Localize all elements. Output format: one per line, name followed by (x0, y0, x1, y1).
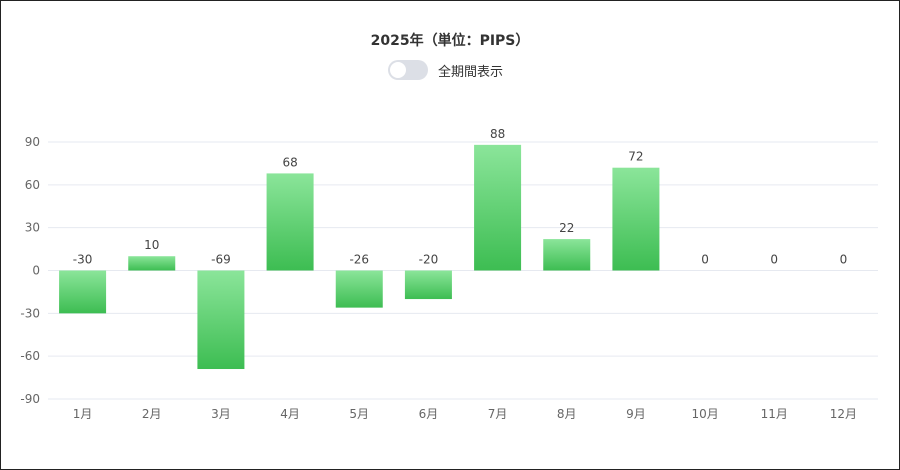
data-label: -30 (73, 253, 93, 267)
x-tick-label: 4月 (280, 407, 300, 421)
data-label: 68 (282, 155, 297, 169)
toggle-knob (390, 62, 406, 78)
bar-7[interactable] (474, 144, 522, 271)
grid-lines (48, 141, 878, 400)
x-tick-label: 5月 (349, 407, 369, 421)
y-tick-label: 30 (25, 221, 40, 235)
x-tick-label: 8月 (557, 407, 577, 421)
bar-4[interactable] (266, 173, 314, 271)
bar-6[interactable] (404, 270, 452, 300)
data-label: -20 (419, 253, 439, 267)
x-tick-label: 10月 (691, 407, 718, 421)
y-tick-label: -90 (20, 392, 40, 406)
data-label: 0 (701, 253, 709, 267)
x-tick-label: 3月 (211, 407, 231, 421)
chart-title: 2025年（単位：PIPS） (370, 33, 530, 49)
data-label: 22 (559, 221, 574, 235)
x-tick-label: 9月 (626, 407, 646, 421)
x-axis-ticks: 1月 2月 3月 4月 5月 6月 7月 8月 9月 10月 11月 12月 (73, 407, 857, 421)
bar-5[interactable] (335, 270, 383, 308)
bar-8[interactable] (543, 239, 591, 271)
period-toggle-row: 全期間表示 (388, 59, 503, 81)
y-tick-label: -30 (20, 306, 40, 320)
bar-3[interactable] (197, 270, 245, 370)
x-tick-label: 6月 (419, 407, 439, 421)
y-axis-ticks: 90 60 30 0 -30 -60 -90 (20, 135, 40, 406)
data-label: -26 (349, 253, 369, 267)
x-tick-label: 2月 (142, 407, 162, 421)
x-tick-label: 12月 (830, 407, 857, 421)
data-label: 0 (840, 253, 848, 267)
data-label: 0 (770, 253, 778, 267)
bars (59, 144, 660, 370)
bar-1[interactable] (59, 270, 107, 314)
y-tick-label: -60 (20, 349, 40, 363)
y-tick-label: 60 (25, 178, 40, 192)
x-tick-label: 11月 (761, 407, 788, 421)
y-tick-label: 90 (25, 135, 40, 149)
data-label: 10 (144, 238, 159, 252)
x-tick-label: 1月 (73, 407, 93, 421)
show-all-period-toggle[interactable] (388, 60, 428, 80)
data-label: -69 (211, 253, 231, 267)
x-tick-label: 7月 (488, 407, 508, 421)
data-labels: -30 10 -69 68 -26 -20 88 22 72 0 0 0 (73, 127, 847, 267)
bar-2[interactable] (128, 256, 176, 271)
data-label: 88 (490, 127, 505, 141)
y-tick-label: 0 (32, 264, 40, 278)
show-all-period-label: 全期間表示 (438, 64, 504, 80)
bar-9[interactable] (612, 167, 660, 271)
data-label: 72 (628, 150, 643, 164)
